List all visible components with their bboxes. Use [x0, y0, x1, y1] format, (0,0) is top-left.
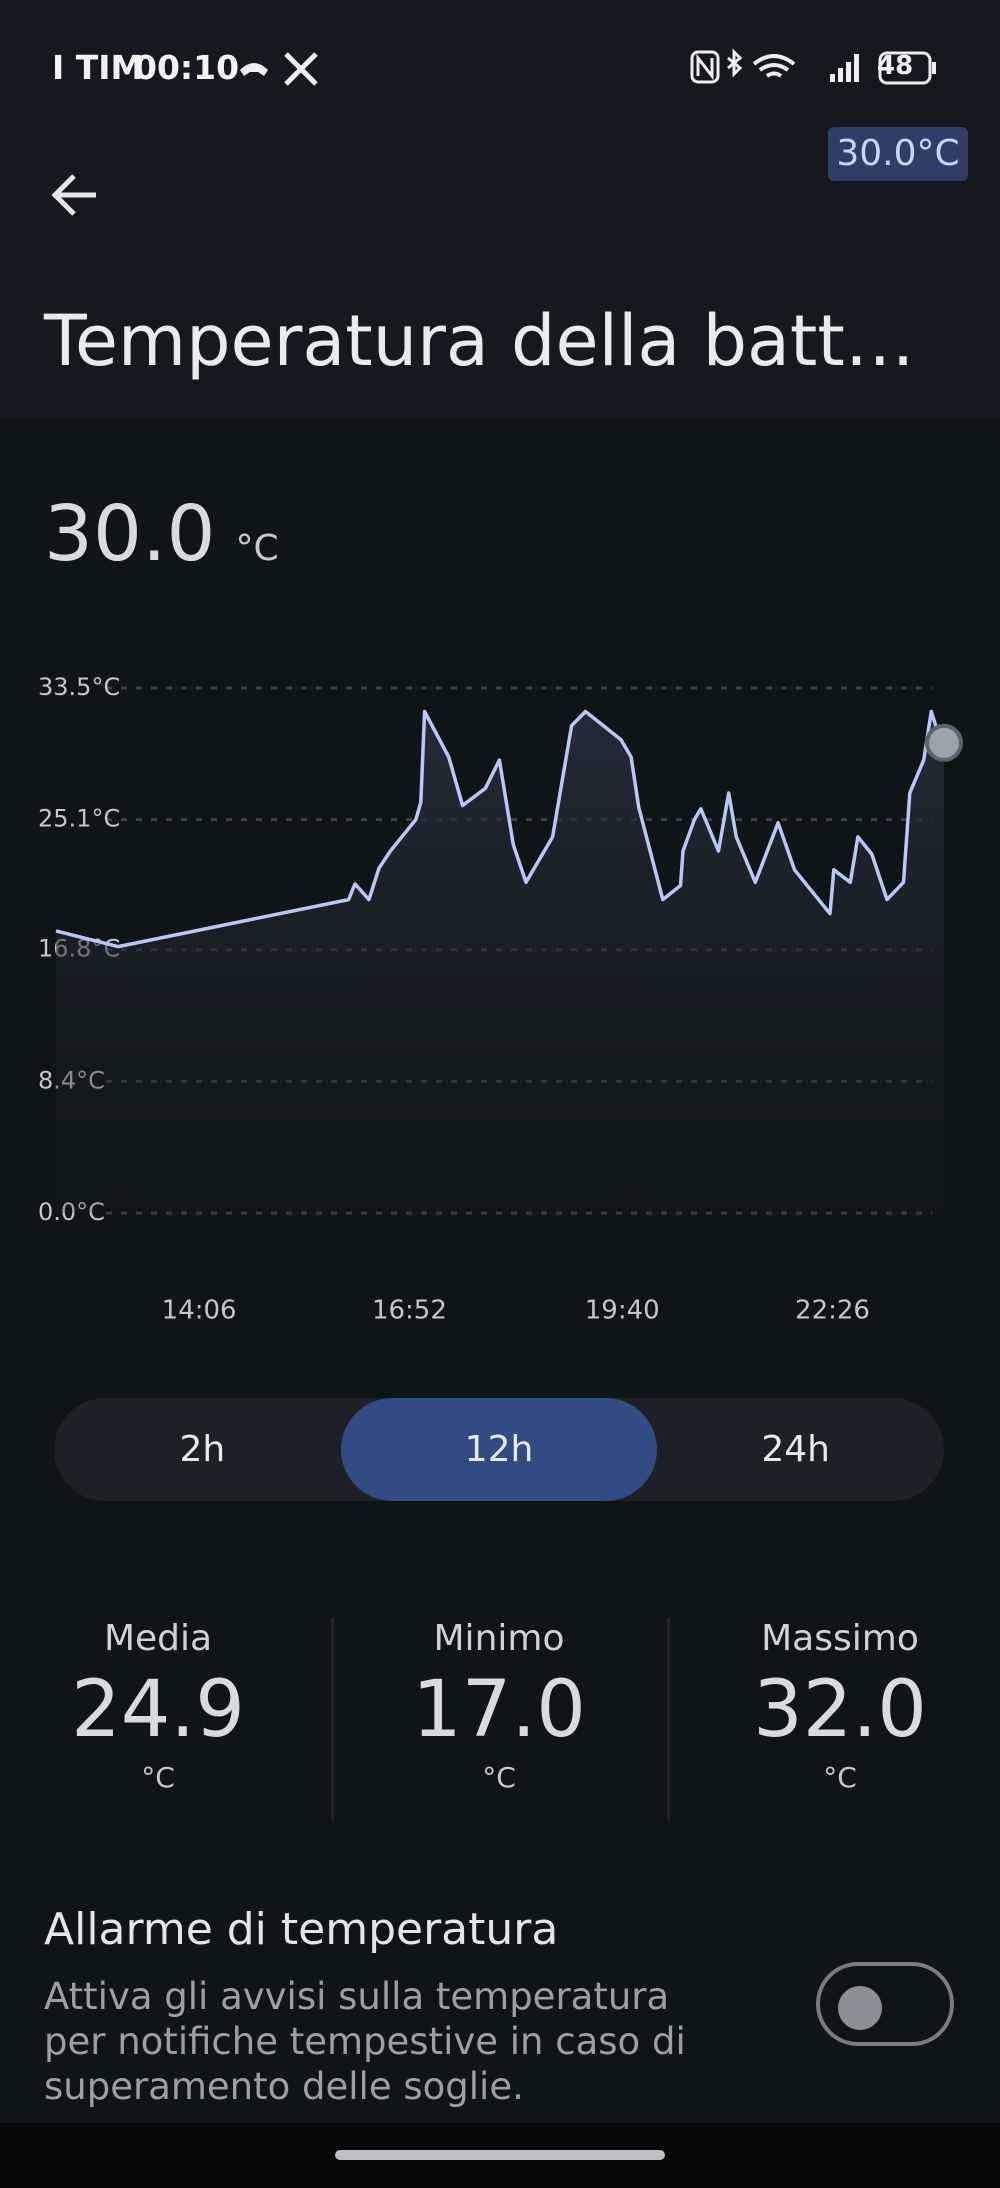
stat-label: Minimo [433, 1618, 565, 1659]
y-tick-label: 33.5°C [38, 673, 120, 701]
alarm-toggle[interactable] [816, 1962, 954, 2046]
description-line: per notifiche tempestive in caso di [44, 2020, 686, 2063]
divider [667, 1618, 670, 1820]
stat-value: 17.0 [412, 1665, 586, 1755]
page-title: Temperatura della batt… [44, 300, 915, 382]
divider [331, 1618, 334, 1820]
stat-unit: °C [482, 1761, 516, 1794]
alarm-title: Allarme di temperatura [44, 1904, 559, 1955]
line [55, 709, 946, 949]
range-option[interactable]: 2h [179, 1429, 226, 1470]
description-line: superamento delle soglie. [44, 2065, 524, 2108]
stat-unit: °C [823, 1761, 857, 1794]
temp-badge: 30.0°C [828, 127, 968, 181]
range-selector: 2h 12h 24h [54, 1398, 944, 1501]
back-button[interactable] [50, 172, 100, 218]
stat-label: Massimo [761, 1618, 919, 1659]
battery-level: 48 [877, 51, 914, 81]
stat: Massimo 32.0 °C [690, 1618, 990, 1794]
clock: 00:10 [134, 48, 240, 87]
alarm-description: Attiva gli avvisi sulla temperatura per n… [44, 1974, 686, 2109]
range-option[interactable]: 12h [340, 1398, 658, 1501]
carrier: I TIM [52, 48, 144, 87]
range-option[interactable]: 24h [761, 1429, 830, 1470]
current-value: 30.0 [44, 490, 216, 579]
x-tick-label: 14:06 [162, 1296, 237, 1326]
stat-value: 24.9 [71, 1665, 245, 1755]
current-unit: °C [235, 528, 279, 569]
stat-label: Media [103, 1618, 213, 1659]
x-tick-label: 22:26 [795, 1296, 870, 1326]
header-bg [0, 0, 1000, 418]
area [56, 711, 944, 1213]
description-line: Attiva gli avvisi sulla temperatura [44, 1975, 670, 2018]
status-icons-right [690, 48, 936, 85]
x-tick-label: 19:40 [585, 1296, 660, 1326]
x-tick-label: 16:52 [372, 1296, 447, 1326]
current-point [925, 723, 963, 762]
stat-value: 32.0 [753, 1665, 927, 1755]
home-indicator [335, 2150, 665, 2160]
stat: Media 24.9 °C [8, 1618, 308, 1794]
current-temp: 30.0 °C [44, 490, 279, 579]
chart: 0.0°C8.4°C16.8°C25.1°C33.5°C14:0616:5219… [38, 673, 963, 1326]
stat-unit: °C [141, 1761, 175, 1794]
stat: Minimo 17.0 °C [349, 1618, 649, 1794]
status-icons-left [240, 52, 318, 86]
y-tick-label: 25.1°C [38, 805, 120, 833]
